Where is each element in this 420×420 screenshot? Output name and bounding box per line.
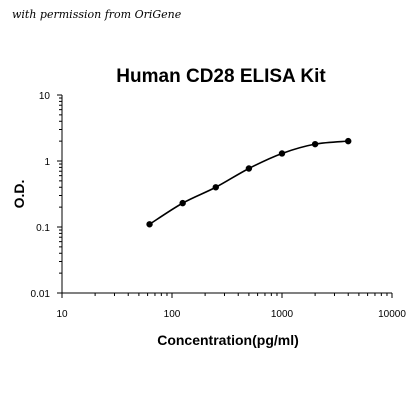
x-tick-label: 10000 bbox=[378, 309, 406, 320]
y-tick-label: 1 bbox=[44, 157, 50, 168]
data-point bbox=[278, 150, 286, 157]
data-point bbox=[345, 137, 352, 145]
x-tick-label: 10 bbox=[56, 309, 68, 320]
axes bbox=[61, 95, 392, 294]
x-tick-label: 1000 bbox=[271, 309, 294, 320]
fit-curve bbox=[149, 140, 349, 225]
series-layer bbox=[146, 137, 352, 228]
y-axis-ticks: 0.01 0.1 1 10 bbox=[31, 91, 62, 300]
data-point bbox=[311, 140, 319, 148]
x-axis-label: Concentration(pg/ml) bbox=[157, 332, 299, 348]
data-point bbox=[146, 221, 153, 228]
data-point bbox=[212, 184, 219, 191]
x-axis-ticks: 10 100 1000 10000 bbox=[56, 293, 406, 320]
x-tick-label: 100 bbox=[164, 309, 181, 320]
chart-title: Human CD28 ELISA Kit bbox=[116, 66, 326, 87]
data-point bbox=[179, 199, 186, 207]
y-tick-label: 10 bbox=[39, 91, 51, 102]
credit-note: with permission from OriGene bbox=[12, 8, 182, 21]
y-tick-label: 0.1 bbox=[36, 223, 50, 234]
data-point bbox=[245, 165, 253, 172]
y-axis-label: O.D. bbox=[11, 180, 27, 209]
y-tick-label: 0.01 bbox=[31, 289, 51, 300]
